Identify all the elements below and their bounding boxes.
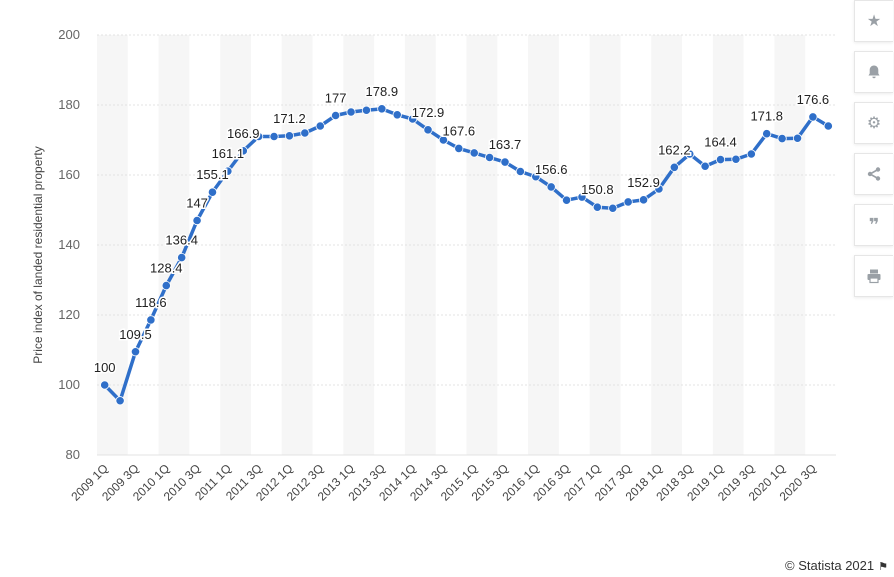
data-point — [284, 131, 295, 141]
y-axis-label: Price index of landed residential proper… — [31, 146, 45, 363]
data-label: 161.1 — [212, 146, 245, 161]
data-point — [177, 253, 187, 263]
data-label: 171.2 — [273, 111, 306, 126]
data-label: 152.9 — [627, 175, 660, 190]
data-point — [438, 135, 449, 145]
data-point — [685, 149, 695, 159]
data-label: 163.7 — [489, 137, 522, 152]
bell-icon[interactable] — [854, 51, 893, 93]
toolbar: ★ ⚙ ❞ — [854, 0, 894, 306]
data-point — [207, 187, 218, 197]
line-chart: 80 100 120 140 160 180 200 Price index of lande… — [31, 27, 836, 504]
data-point — [423, 125, 433, 135]
data-point — [823, 121, 833, 131]
y-tick-label: 200 — [58, 27, 80, 42]
y-tick-label: 100 — [58, 377, 80, 392]
data-point — [500, 157, 510, 167]
data-point — [731, 154, 741, 164]
print-icon[interactable] — [854, 255, 893, 297]
data-label: 128.4 — [150, 261, 183, 276]
data-label: 155.1 — [196, 167, 229, 182]
y-tick-label: 120 — [58, 307, 80, 322]
gear-icon[interactable]: ⚙ — [854, 102, 893, 144]
data-point — [577, 192, 587, 202]
data-point — [546, 182, 556, 192]
star-icon[interactable]: ★ — [854, 0, 893, 42]
y-tick-label: 160 — [58, 167, 80, 182]
data-point — [531, 172, 541, 182]
data-point — [638, 195, 649, 205]
data-point — [392, 110, 402, 120]
data-point — [654, 184, 664, 194]
data-point — [792, 133, 803, 143]
data-point — [561, 195, 572, 205]
data-point — [484, 152, 495, 163]
data-label: 147 — [186, 196, 208, 211]
data-point — [408, 114, 418, 124]
data-point — [130, 347, 141, 357]
data-point — [454, 143, 464, 153]
flag-icon[interactable]: ⚑ — [878, 561, 888, 573]
share-icon[interactable] — [854, 153, 893, 195]
data-label: 100 — [94, 360, 116, 375]
data-point — [762, 129, 772, 139]
data-label: 118.6 — [135, 295, 167, 310]
y-tick-label: 80 — [66, 447, 80, 462]
data-label: 156.6 — [535, 162, 568, 177]
data-label: 164.4 — [704, 135, 737, 150]
data-point — [592, 202, 602, 212]
data-point — [100, 380, 110, 390]
data-point — [161, 280, 171, 291]
data-point — [469, 148, 479, 158]
data-point — [361, 105, 372, 115]
data-point — [700, 161, 710, 171]
data-point — [115, 396, 125, 406]
quote-icon[interactable]: ❞ — [854, 204, 893, 246]
data-label: 162.2 — [658, 142, 691, 157]
data-point — [192, 215, 202, 226]
y-tick-label: 180 — [58, 97, 80, 112]
data-point — [515, 166, 525, 177]
data-point — [623, 197, 633, 207]
data-point — [223, 166, 233, 176]
data-point — [346, 107, 356, 117]
data-point — [669, 162, 679, 172]
data-point — [777, 134, 787, 144]
data-point — [331, 110, 341, 121]
data-point — [715, 155, 726, 165]
credit: © Statista 2021 ⚑ — [785, 558, 888, 573]
data-point — [269, 131, 279, 142]
data-point — [377, 104, 387, 114]
data-point — [238, 146, 248, 156]
data-label: 176.6 — [797, 92, 830, 107]
data-label: 166.9 — [227, 126, 260, 141]
data-label: 178.9 — [366, 84, 399, 99]
data-label: 150.8 — [581, 182, 614, 197]
data-point — [254, 131, 264, 142]
data-point — [808, 112, 818, 122]
data-label: 177 — [325, 91, 347, 106]
data-point — [746, 149, 756, 159]
data-label: 167.6 — [443, 123, 476, 138]
data-label: 109.5 — [119, 327, 152, 342]
data-label: 136.4 — [165, 233, 198, 248]
data-label: 172.9 — [412, 105, 445, 120]
data-point — [146, 315, 156, 325]
data-point — [300, 128, 310, 138]
credit-text: © Statista 2021 — [785, 558, 875, 573]
data-point — [608, 203, 618, 213]
y-tick-label: 140 — [58, 237, 80, 252]
data-label: 171.8 — [750, 109, 783, 124]
data-point — [315, 121, 325, 131]
